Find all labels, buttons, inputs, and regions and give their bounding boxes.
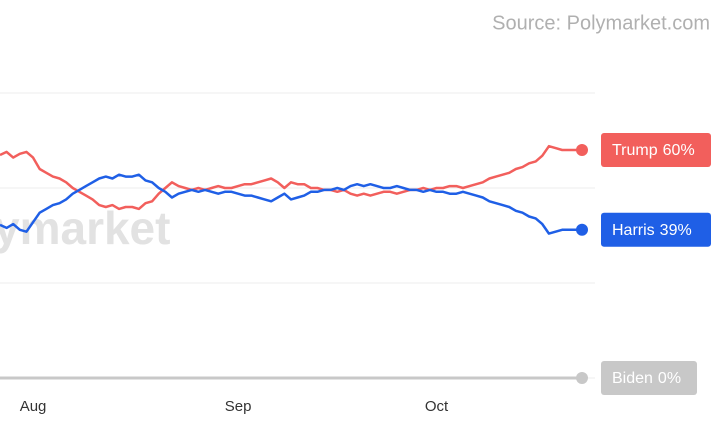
end-label-text: Biden 0% (612, 370, 681, 387)
end-marker (576, 372, 588, 384)
series-line (0, 144, 582, 211)
end-value-label: 39% (660, 222, 692, 239)
end-label: Biden 0% (601, 361, 697, 395)
end-marker (576, 223, 588, 236)
x-tick-label: Sep (225, 398, 252, 415)
end-value-label: 60% (663, 142, 695, 159)
series-line (0, 173, 582, 235)
legend-name: Harris (612, 222, 655, 239)
end-label-box (601, 133, 711, 167)
end-label-text: Harris 39% (612, 222, 692, 239)
source-note: Source: Polymarket.com (492, 12, 710, 34)
legend-name: Biden (612, 370, 653, 387)
watermark: ymarket (0, 202, 170, 254)
legend-name: Trump (612, 142, 658, 159)
x-tick-label: Oct (425, 398, 449, 415)
end-marker (576, 144, 588, 156)
end-value-label: 0% (658, 370, 681, 387)
end-label: Trump 60% (601, 133, 711, 167)
x-tick-label: Aug (20, 398, 47, 415)
end-label-text: Trump 60% (612, 142, 695, 159)
end-label-box (601, 212, 711, 247)
end-label: Harris 39% (601, 212, 711, 247)
end-label-box (601, 361, 697, 395)
